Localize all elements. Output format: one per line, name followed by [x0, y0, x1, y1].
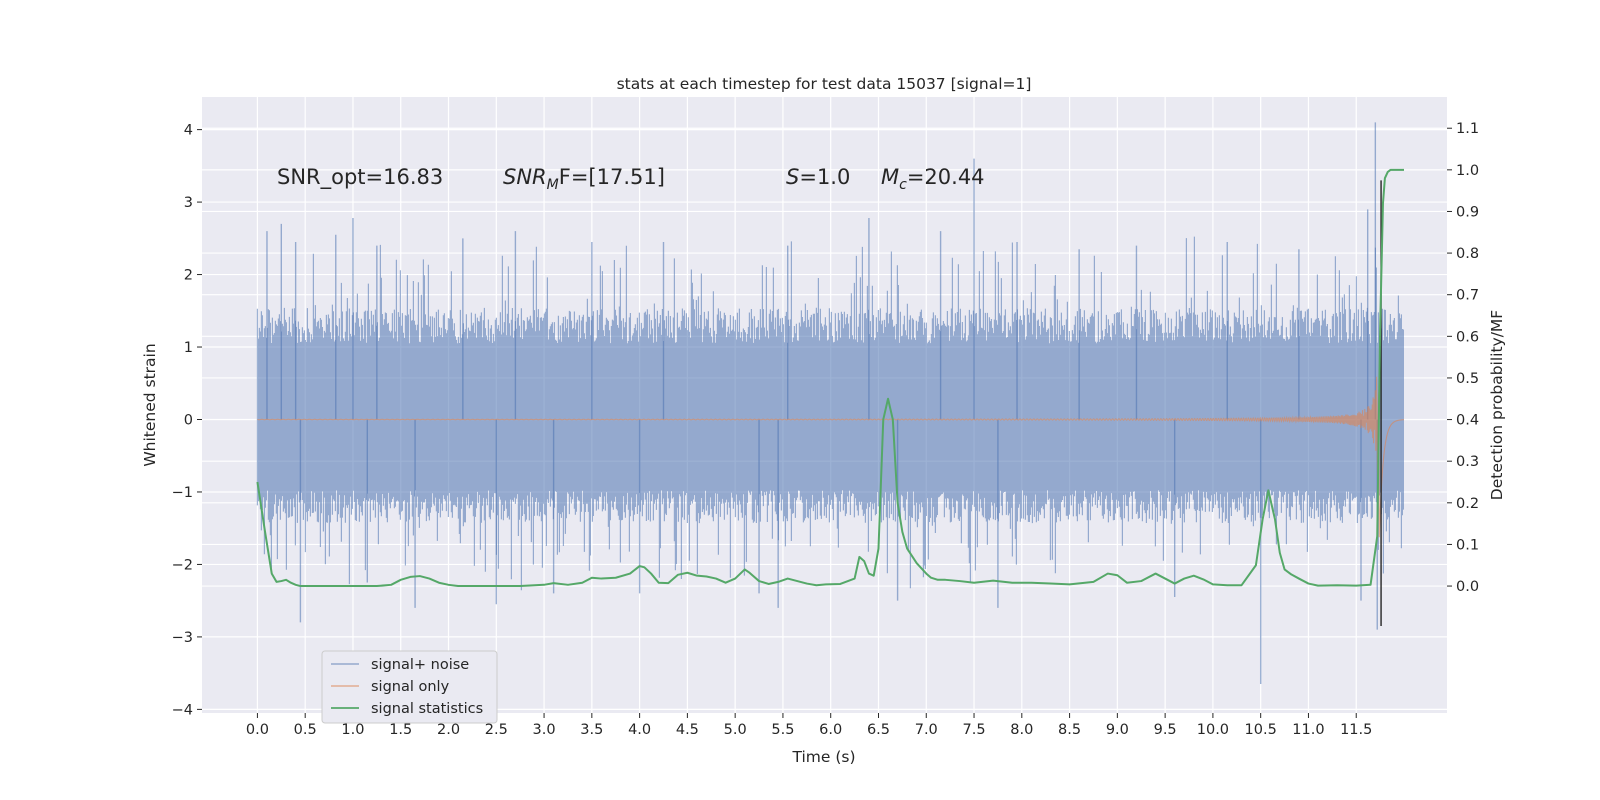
y-right-tick-label: 0.9 — [1456, 204, 1479, 220]
y-right-tick-label: 0.2 — [1456, 496, 1479, 512]
annotation-s-var: S — [786, 165, 799, 189]
series-signal-only — [257, 376, 1405, 538]
annotation-mc-rest: =20.44 — [907, 165, 985, 189]
y-left-tick-label: 2 — [184, 268, 193, 284]
x-tick-label: 10.0 — [1197, 722, 1229, 738]
y-left-tick-label: −2 — [172, 557, 193, 573]
y-left-tick-label: −1 — [172, 485, 193, 501]
y-right-tick-label: 0.3 — [1456, 454, 1479, 470]
annotation-snr-opt: SNR_opt=16.83 — [277, 165, 443, 190]
annotation-snr-mf-rest: F=[17.51] — [559, 165, 665, 189]
legend-label-signal-noise: signal+ noise — [371, 657, 469, 673]
y-right-tick-label: 0.1 — [1456, 537, 1479, 553]
annotation-s: S=1.0 — [786, 165, 850, 189]
annotation-mc-sub: c — [899, 177, 907, 193]
x-tick-label: 0.5 — [294, 722, 317, 738]
y-left-tick-label: −3 — [172, 630, 193, 646]
y-right-tick-label: 1.1 — [1456, 121, 1479, 137]
x-tick-label: 3.0 — [533, 722, 556, 738]
x-tick-label: 0.0 — [246, 722, 269, 738]
x-tick-label: 8.5 — [1058, 722, 1081, 738]
x-tick-label: 5.0 — [724, 722, 747, 738]
y-axis-right-title: Detection probability/MF — [1488, 310, 1506, 501]
x-tick-label: 6.5 — [867, 722, 890, 738]
x-tick-label: 7.0 — [915, 722, 938, 738]
y-left-tick-label: 4 — [184, 123, 193, 139]
x-tick-label: 4.5 — [676, 722, 699, 738]
y-left-tick-label: 3 — [184, 195, 193, 211]
x-tick-label: 7.5 — [963, 722, 986, 738]
y-right-tick-label: 0.4 — [1456, 413, 1479, 429]
x-tick-label: 5.5 — [771, 722, 794, 738]
y-left-tick-label: −4 — [172, 702, 193, 718]
x-tick-label: 1.0 — [341, 722, 364, 738]
annotation-mc: Mc=20.44 — [881, 165, 985, 193]
x-tick-label: 9.5 — [1154, 722, 1177, 738]
x-tick-label: 3.5 — [580, 722, 603, 738]
tick-layer: 0.0 0.5 1.0 1.5 2.0 2.5 3.0 3.5 4.0 4.5 5.0 5.5 6.0 6… — [172, 121, 1479, 738]
legend-label-signal-only: signal only — [371, 679, 450, 695]
x-tick-label: 11.0 — [1292, 722, 1324, 738]
x-tick-label: 4.0 — [628, 722, 651, 738]
x-tick-label: 2.0 — [437, 722, 460, 738]
annotation-snr-mf: SNRMF=[17.51] — [503, 165, 665, 193]
legend: signal+ noise signal only signal statist… — [321, 650, 498, 724]
x-tick-label: 1.5 — [389, 722, 412, 738]
series-signal-statistics — [256, 168, 1404, 588]
annotation-snr-mf-sub: M — [547, 177, 559, 193]
legend-box — [321, 650, 498, 724]
x-tick-label: 10.5 — [1245, 722, 1277, 738]
y-right-tick-label: 0.7 — [1456, 288, 1479, 304]
x-tick-label: 9.0 — [1106, 722, 1129, 738]
y-left-tick-label: 1 — [184, 340, 193, 356]
y-left-tick-label: 0 — [184, 412, 193, 428]
annotation-snr-mf-base: SNR — [503, 165, 547, 189]
chart-title: stats at each timestep for test data 150… — [617, 75, 1032, 93]
x-tick-label: 8.0 — [1010, 722, 1033, 738]
x-axis-title: Time (s) — [791, 748, 855, 766]
y-right-tick-label: 0.0 — [1456, 579, 1479, 595]
y-right-tick-label: 0.8 — [1456, 246, 1479, 262]
y-axis-left-title: Whitened strain — [141, 343, 159, 466]
x-tick-label: 2.5 — [485, 722, 508, 738]
annotation-mc-base: M — [881, 165, 899, 189]
x-tick-label: 6.0 — [819, 722, 842, 738]
y-right-tick-label: 0.5 — [1456, 371, 1479, 387]
series-layer — [256, 122, 1405, 685]
legend-label-signal-statistics: signal statistics — [371, 701, 483, 717]
y-right-tick-label: 1.0 — [1456, 163, 1479, 179]
y-right-tick-label: 0.6 — [1456, 329, 1479, 345]
annotation-s-rest: =1.0 — [799, 165, 850, 189]
x-tick-label: 11.5 — [1340, 722, 1372, 738]
